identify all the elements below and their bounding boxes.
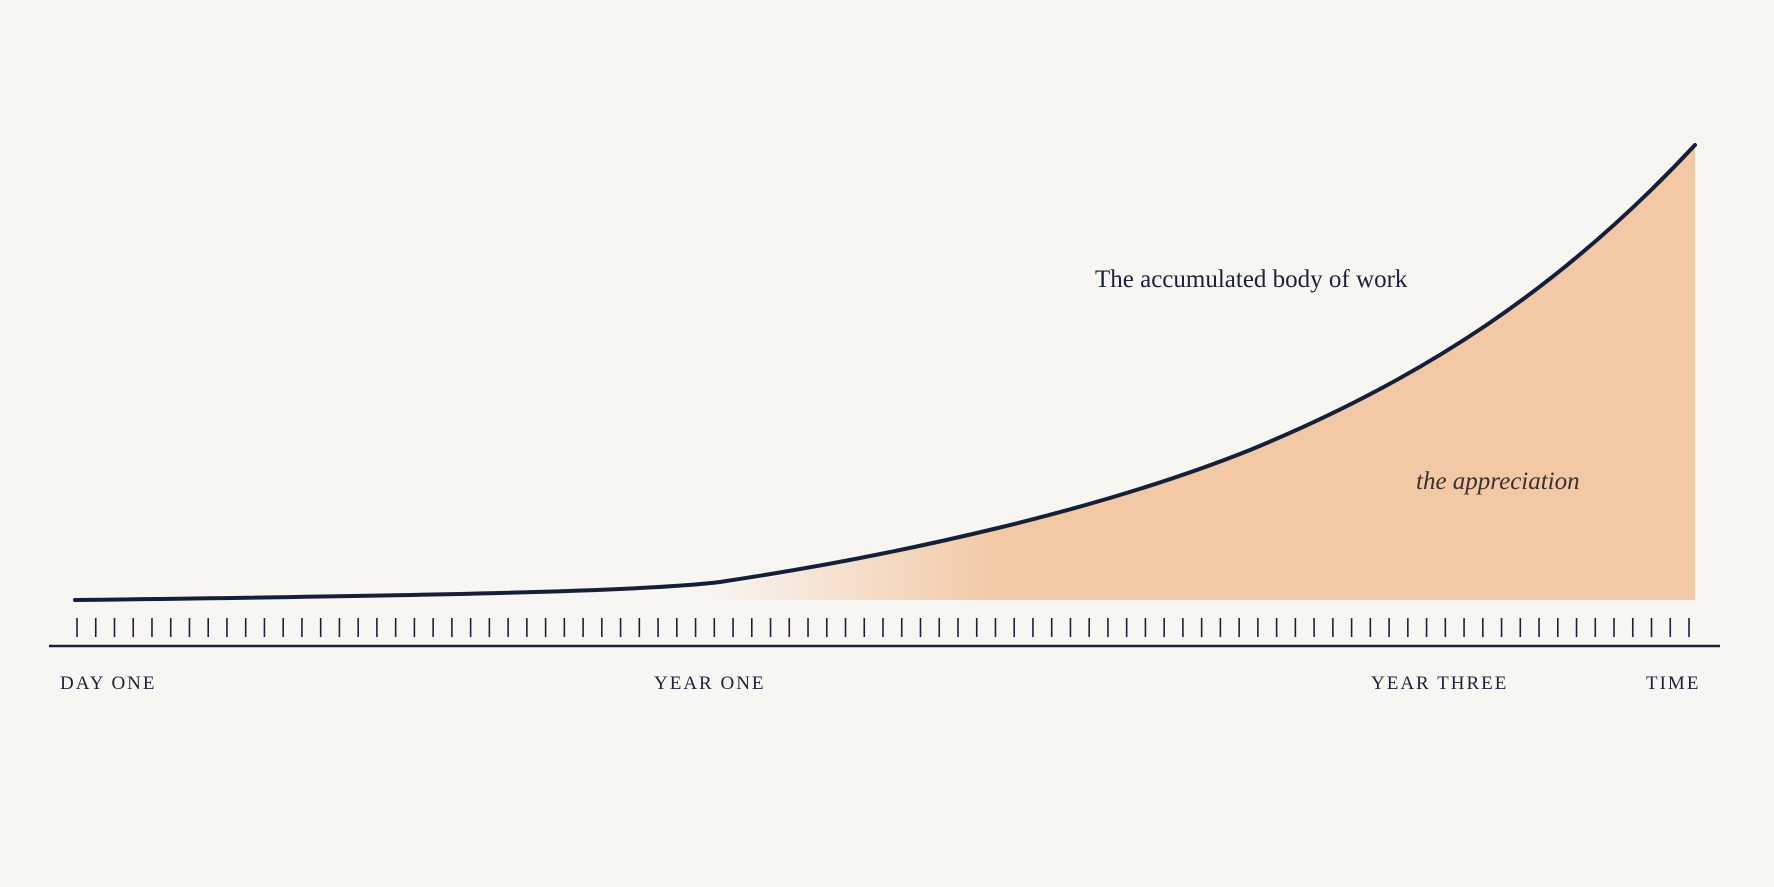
axis-label: YEAR ONE — [654, 673, 766, 694]
tick-row — [76, 618, 1690, 637]
growth-curve — [73, 143, 1697, 602]
appreciation-area — [700, 145, 1695, 600]
curve-label: The accumulated body of work — [1095, 266, 1408, 293]
axis-label: DAY ONE — [60, 673, 157, 694]
axis-label: YEAR THREE — [1371, 673, 1508, 694]
axis-label: TIME — [1646, 673, 1700, 694]
area-label: the appreciation — [1416, 468, 1580, 495]
